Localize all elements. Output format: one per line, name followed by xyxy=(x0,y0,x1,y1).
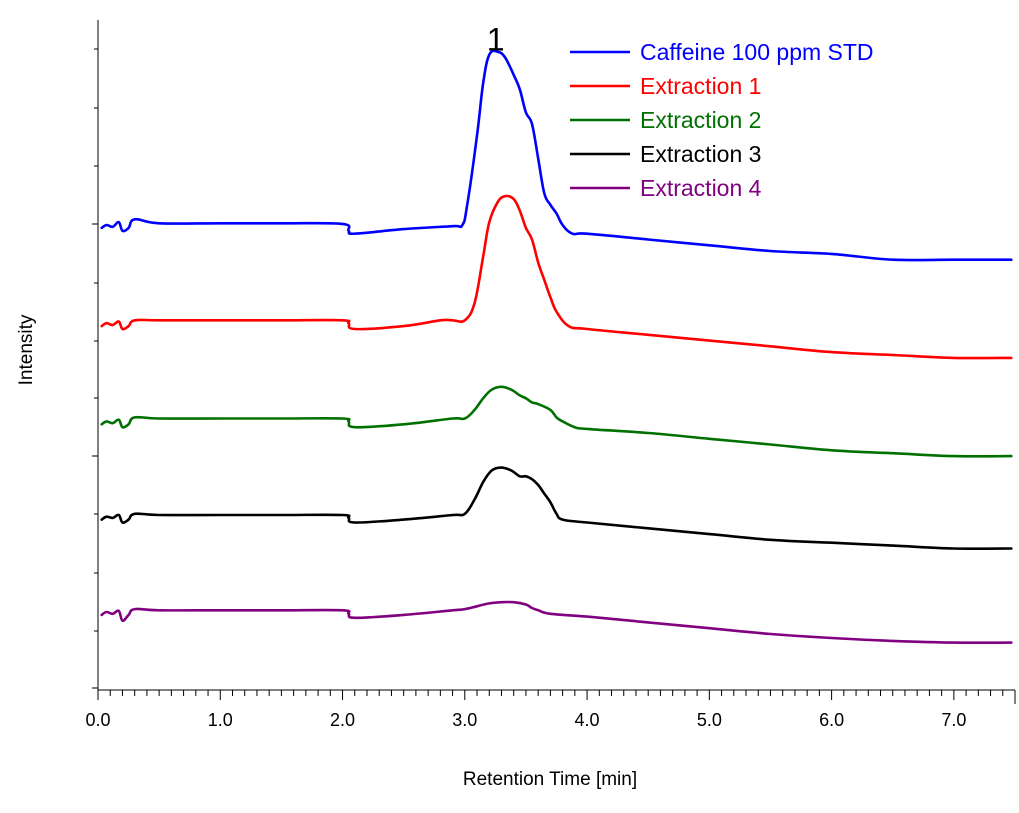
series-line-3 xyxy=(100,385,1013,458)
traces xyxy=(100,49,1013,645)
x-tick-label: 6.0 xyxy=(819,710,844,730)
series-line-2 xyxy=(100,194,1013,360)
series-line-5 xyxy=(100,600,1013,645)
legend-label: Extraction 3 xyxy=(640,141,761,167)
legend-label: Caffeine 100 ppm STD xyxy=(640,39,874,65)
x-tick-label: 2.0 xyxy=(330,710,355,730)
legend-label: Extraction 2 xyxy=(640,107,761,133)
x-tick-label: 4.0 xyxy=(575,710,600,730)
legend: Caffeine 100 ppm STD Extraction 1 Extracti… xyxy=(570,39,874,201)
legend-label: Extraction 4 xyxy=(640,175,762,201)
annotations: 1 xyxy=(487,21,505,57)
y-axis-title: Intensity xyxy=(16,314,37,385)
x-axis-title: Retention Time [min] xyxy=(463,769,637,790)
series-line-1 xyxy=(100,49,1013,262)
peak-label: 1 xyxy=(487,21,505,57)
legend-label: Extraction 1 xyxy=(640,73,761,99)
x-axis: 0.0 1.0 2.0 3.0 4.0 5.0 6.0 7.0 xyxy=(85,689,1016,730)
x-tick-label: 5.0 xyxy=(697,710,722,730)
x-tick-label: 1.0 xyxy=(208,710,233,730)
x-tick-label: 0.0 xyxy=(85,710,110,730)
y-axis xyxy=(92,20,99,690)
x-tick-label: 7.0 xyxy=(941,710,966,730)
series-line-4 xyxy=(100,466,1013,551)
x-tick-label: 3.0 xyxy=(452,710,477,730)
